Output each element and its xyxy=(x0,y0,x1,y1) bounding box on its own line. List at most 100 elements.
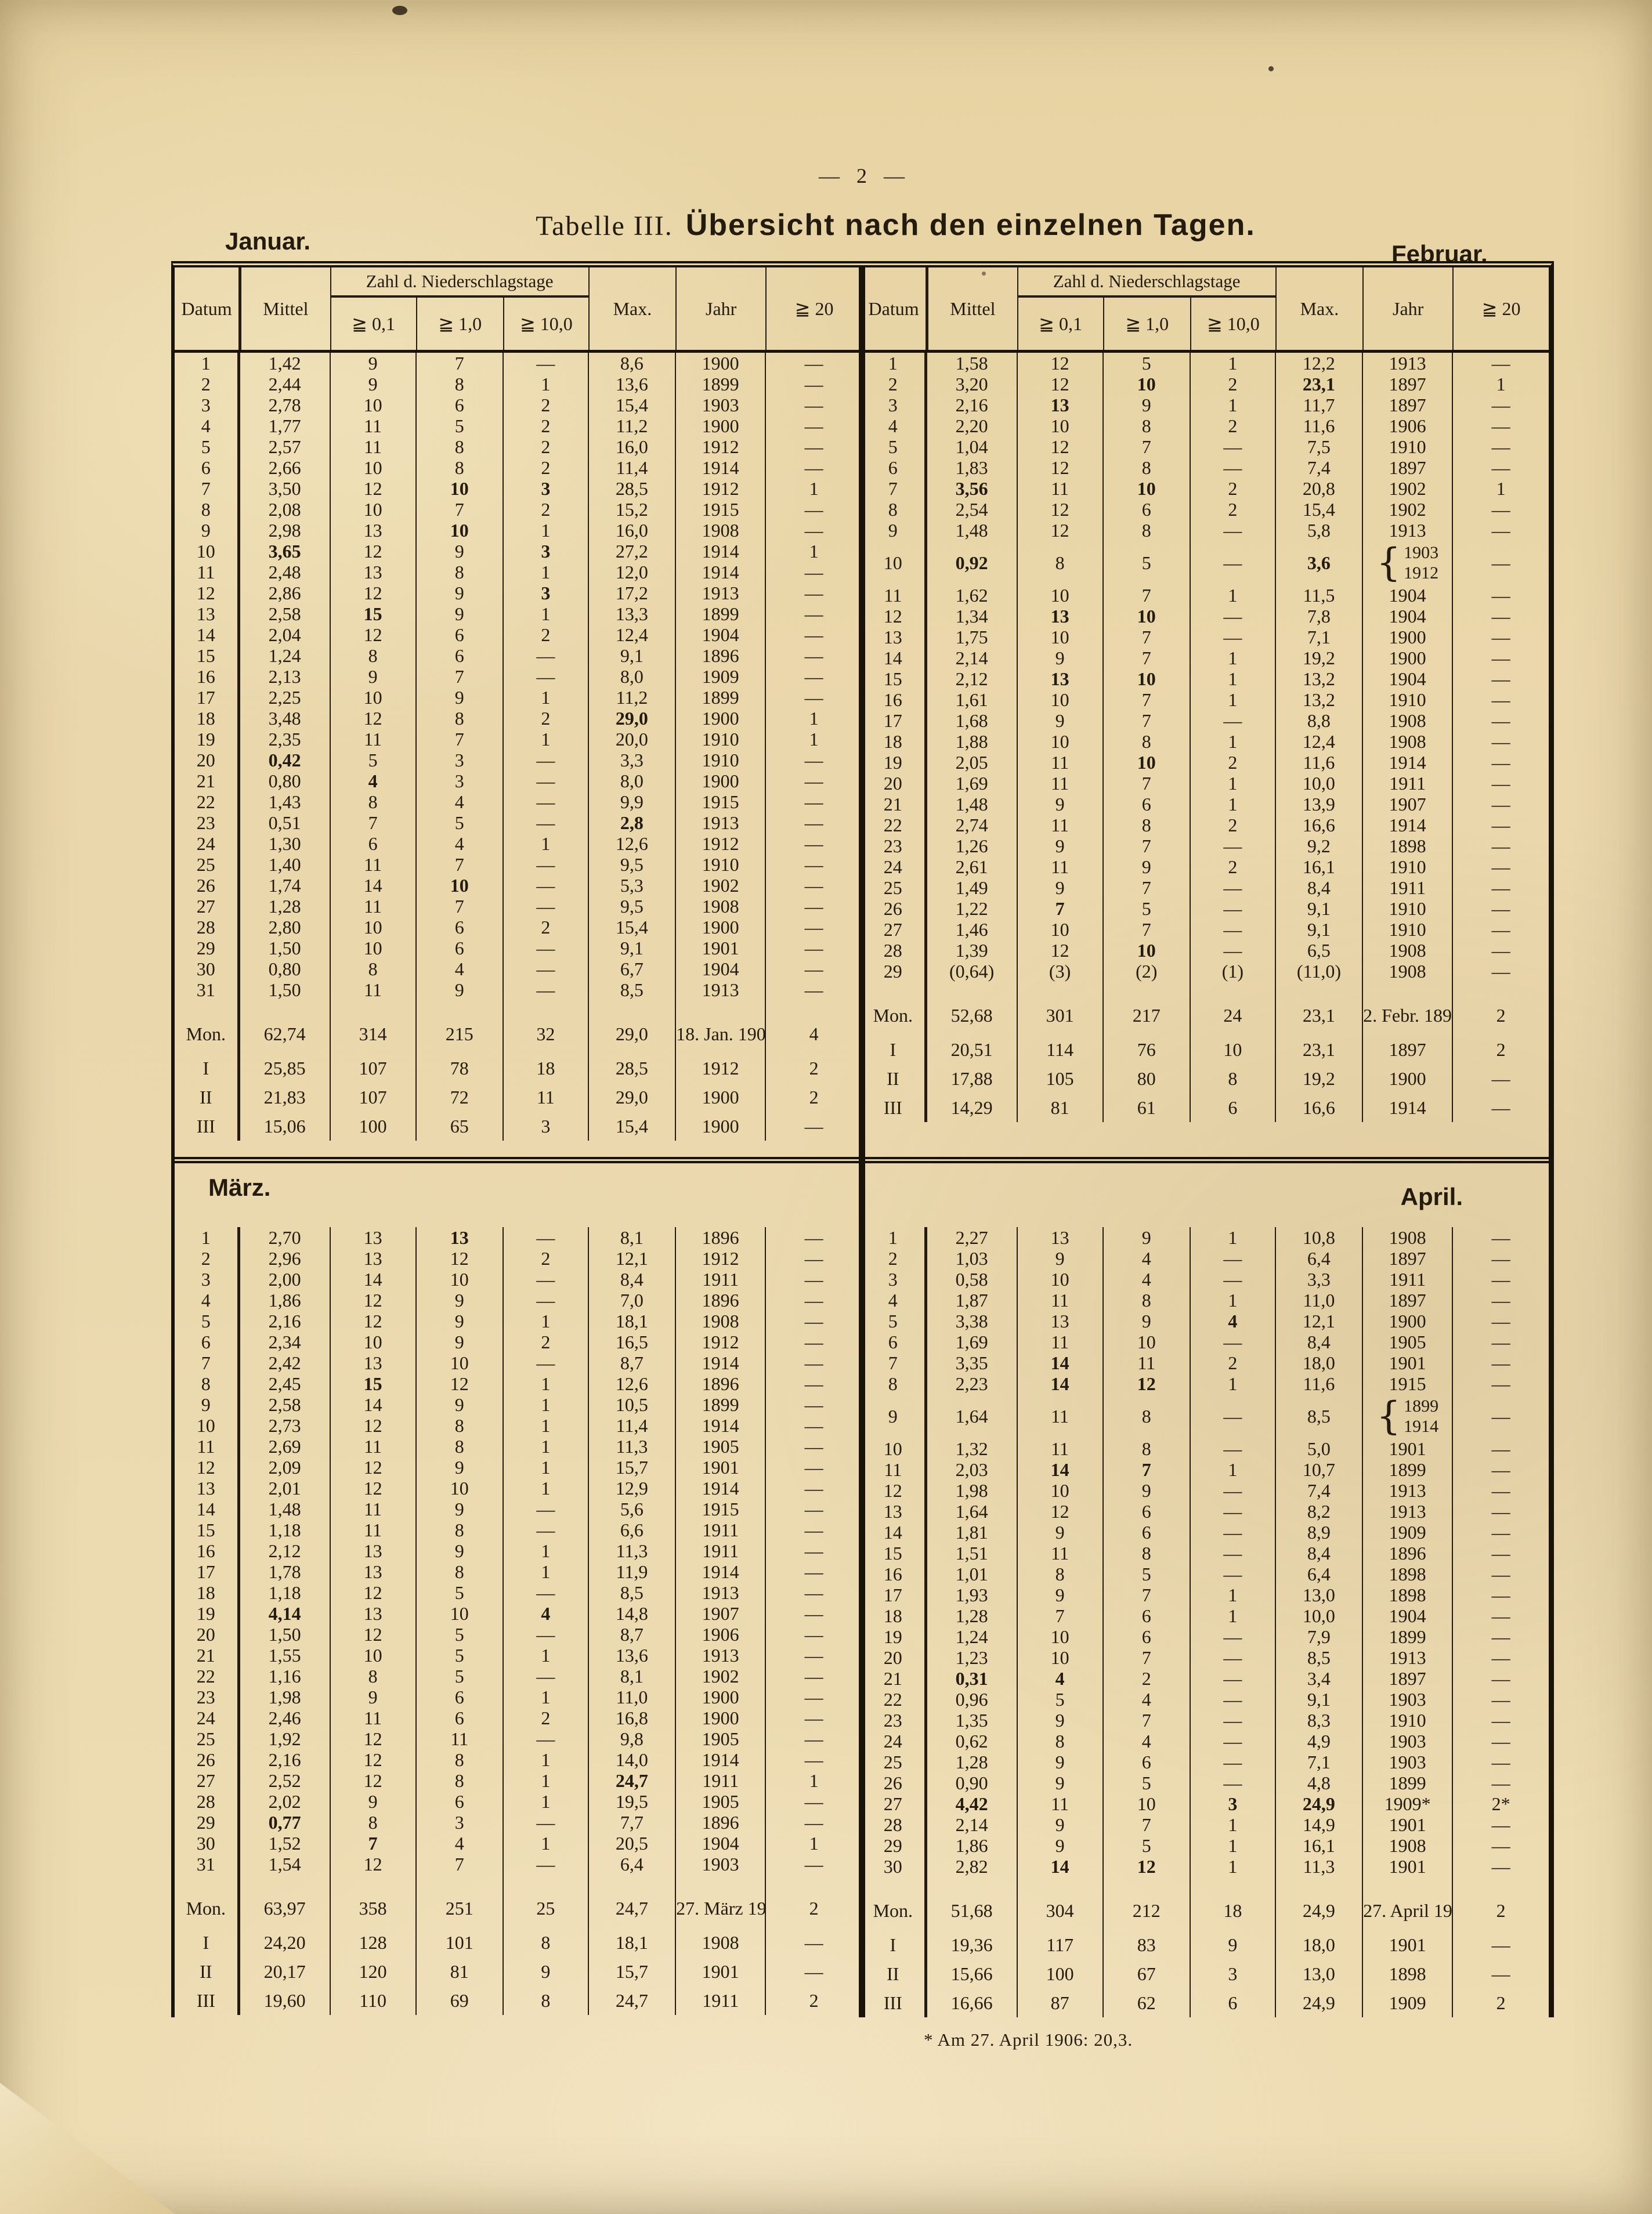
cell: 1 xyxy=(765,729,862,750)
cell: 2,57 xyxy=(237,436,330,457)
cell: 11 xyxy=(197,1436,215,1457)
cell: 24,7 xyxy=(587,1986,676,2015)
cell: 2. Febr. 1897 xyxy=(1362,996,1453,1035)
cell: 10 xyxy=(415,1603,503,1624)
cell: 1905 xyxy=(1362,1332,1453,1352)
cell: 2,16 xyxy=(924,395,1017,415)
cell: 1899 xyxy=(1362,1459,1453,1480)
cell xyxy=(765,1875,862,1889)
page-title: Tabelle III. Übersicht nach den einzelne… xyxy=(70,208,1652,243)
table-row: 23 1,35 9 7—8,3 1910— xyxy=(862,1710,1549,1731)
cell: 1 xyxy=(502,729,588,750)
cell: 1,98 xyxy=(237,1687,330,1707)
cell xyxy=(924,982,1017,996)
cell: 14 xyxy=(1016,1856,1103,1877)
cell: 13 xyxy=(329,520,416,541)
cell: 2,8 xyxy=(587,812,676,833)
cell: 10 xyxy=(1102,606,1190,627)
cell: 2,12 xyxy=(237,1540,330,1561)
cell: — xyxy=(1452,1480,1549,1501)
cell: 16,8 xyxy=(587,1707,676,1728)
cell: 4 xyxy=(1102,1269,1190,1290)
cell: 20 xyxy=(883,773,902,794)
cell: 10,5 xyxy=(587,1394,676,1415)
cell: 2,05 xyxy=(924,752,1017,773)
cell: 18,0 xyxy=(1274,1930,1363,1959)
cell: — xyxy=(765,1728,862,1749)
cell: 3,3 xyxy=(587,750,676,770)
cell: 1 xyxy=(1189,353,1275,374)
cell: 14 xyxy=(1016,1352,1103,1373)
cell: — xyxy=(765,1603,862,1624)
table-row: 1 2,70 13 13—8,1 1896— xyxy=(175,1227,862,1248)
cell: — xyxy=(502,1499,588,1520)
cell: 1 xyxy=(1189,585,1275,606)
cell: 1,93 xyxy=(924,1584,1017,1605)
cell: 1910 xyxy=(675,854,766,875)
cell: 9 xyxy=(415,1332,503,1352)
cell: 72 xyxy=(415,1083,503,1112)
cell: — xyxy=(1452,1856,1549,1877)
cell xyxy=(1102,982,1190,996)
cell: 9 xyxy=(415,1394,503,1415)
cell: — xyxy=(502,896,588,917)
cell: 65 xyxy=(415,1112,503,1141)
cell: 2 xyxy=(1189,478,1275,499)
cell: 13,9 xyxy=(1274,794,1363,815)
cell: 1909 xyxy=(675,666,766,687)
cell: 10 xyxy=(329,1332,416,1352)
cell: 1,01 xyxy=(924,1564,1017,1584)
table-row: 19 4,14 13 10 4 14,8 1907— xyxy=(175,1603,862,1624)
cell: — xyxy=(1452,1311,1549,1332)
cell: 1908 xyxy=(1362,1835,1453,1856)
cell: 1900 xyxy=(675,1707,766,1728)
cell: 1913 xyxy=(675,979,766,1000)
cell: 19,5 xyxy=(587,1791,676,1812)
cell: — xyxy=(1452,1647,1549,1668)
cell: 2 xyxy=(502,708,588,729)
table-row: 8 2,23 14 12 1 11,6 1915— xyxy=(862,1373,1549,1394)
table-row: 5 2,16 12 9 1 18,1 1908— xyxy=(175,1311,862,1332)
table-row: 15 2,12 13 10 1 13,2 1904— xyxy=(862,668,1549,689)
cell: 3 xyxy=(1189,1793,1275,1814)
cell: III xyxy=(883,1992,902,2013)
table-row: 14 2,14 9 7 1 19,2 1900— xyxy=(862,647,1549,668)
cell: — xyxy=(502,1352,588,1373)
cell: 19 xyxy=(196,729,215,750)
cell: 11 xyxy=(415,1728,503,1749)
cell: — xyxy=(1452,1269,1549,1290)
cell: 1900 xyxy=(675,1112,766,1141)
cell xyxy=(1102,1877,1190,1891)
table-row: 21 0,80 4 3—8,0 1900— xyxy=(175,770,862,791)
cell: 1897 xyxy=(1362,1035,1453,1064)
cell: 30 xyxy=(196,958,215,979)
cell: — xyxy=(765,1749,862,1770)
cell: 28,5 xyxy=(587,478,676,499)
cell: 16,0 xyxy=(587,436,676,457)
header-datum: Datum xyxy=(868,298,919,319)
cell: 1904 xyxy=(1362,606,1453,627)
cell: 15 xyxy=(329,1373,416,1394)
cell: 2,66 xyxy=(237,457,330,478)
cell: 9,1 xyxy=(1274,1689,1363,1710)
cell: 10 xyxy=(329,687,416,708)
month-label-april: April. xyxy=(1400,1183,1463,1210)
section-januar-februar: 1 1,42 9 7—8,6 1900—2 2,44 9 8 1 13,6 1899—3 2,78 10… xyxy=(175,353,1549,1157)
cell: — xyxy=(1452,835,1549,856)
table-row: 24 2,46 11 6 2 16,8 1900— xyxy=(175,1707,862,1728)
cell: — xyxy=(1452,794,1549,815)
cell: 7 xyxy=(1016,1605,1103,1626)
cell: 10 xyxy=(415,875,503,896)
cell: 6 xyxy=(415,917,503,938)
cell: 12 xyxy=(1016,1501,1103,1522)
cell: 7 xyxy=(1102,1814,1190,1835)
cell: 1903 xyxy=(1362,1689,1453,1710)
cell: 314 xyxy=(329,1014,416,1054)
cell: 110 xyxy=(329,1986,416,2015)
cell: — xyxy=(765,1436,862,1457)
cell: — xyxy=(765,353,862,374)
cell: 1903 xyxy=(1362,1731,1453,1752)
cell: 12 xyxy=(329,1770,416,1791)
cell: 27 xyxy=(196,1770,215,1791)
cell: 13 xyxy=(329,1540,416,1561)
